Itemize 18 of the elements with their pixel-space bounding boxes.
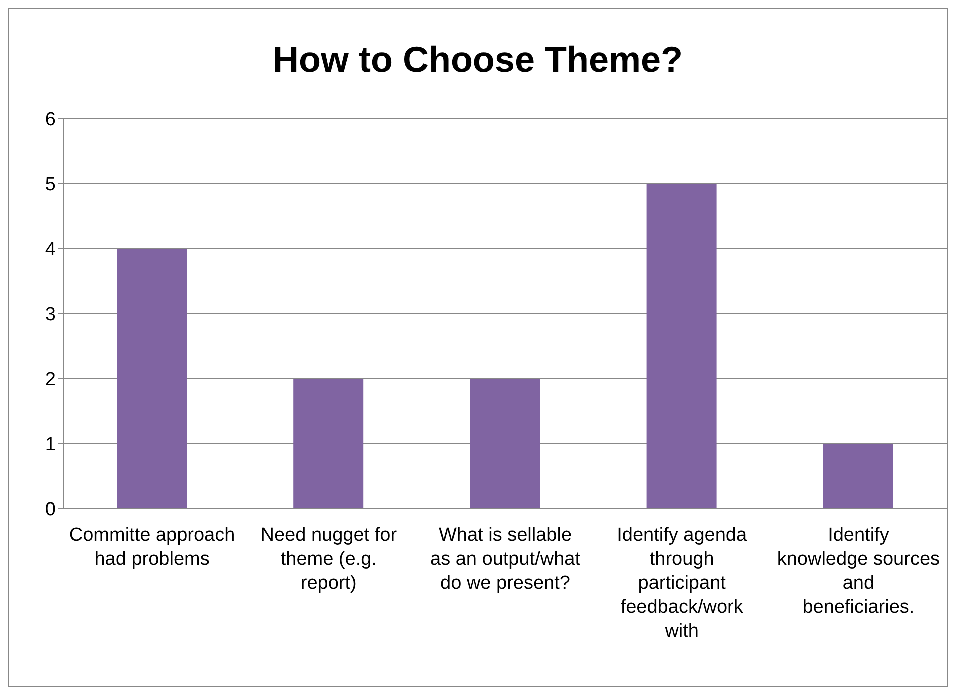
bar xyxy=(823,444,894,509)
x-tick-label: Identify agenda through participant feedback/work with xyxy=(617,525,748,642)
bar xyxy=(117,249,187,509)
chart-title: How to Choose Theme? xyxy=(272,39,684,81)
x-tick-label: Identify knowledge sources and beneficiaries. xyxy=(777,525,940,618)
bar xyxy=(646,184,717,509)
bar xyxy=(470,379,540,509)
y-tick-label: 5 xyxy=(45,174,56,196)
x-tick-label: Committe approach had problems xyxy=(69,525,236,570)
y-tick-label: 2 xyxy=(45,370,56,391)
x-tick-label: What is sellable as an output/what do we present? xyxy=(430,525,582,594)
y-tick-label: 6 xyxy=(45,110,56,131)
y-tick-label: 0 xyxy=(45,500,56,521)
x-tick-label: Need nugget for theme (e.g. report) xyxy=(260,525,398,594)
y-tick-label: 4 xyxy=(45,240,56,261)
y-tick-label: 3 xyxy=(45,304,56,326)
y-tick-label: 1 xyxy=(45,434,56,456)
bar xyxy=(294,379,364,509)
